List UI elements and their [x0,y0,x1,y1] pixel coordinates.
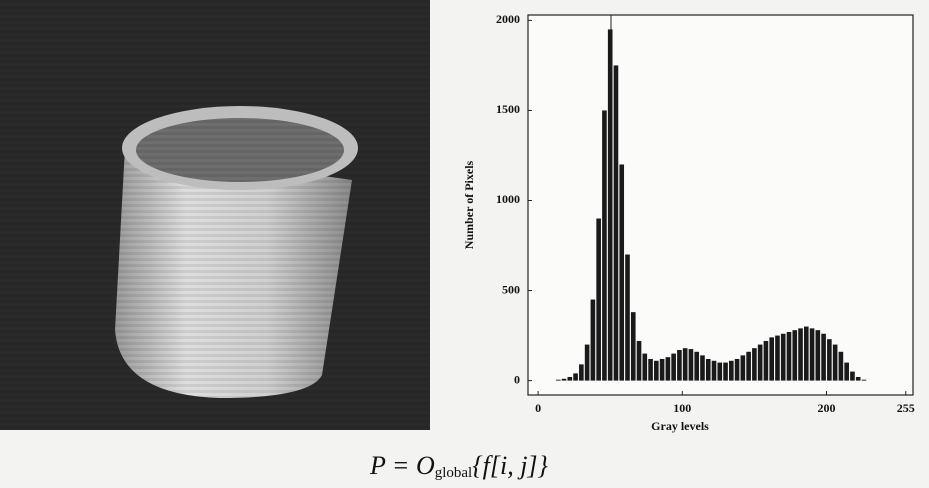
bar [671,353,676,381]
bar [780,333,786,381]
bar [561,378,567,381]
bar [740,355,746,381]
bar [827,339,832,381]
y-tick-label: 500 [502,282,520,296]
bar [711,360,717,381]
bar [700,355,705,381]
bar [786,331,792,381]
bar [844,362,849,381]
x-tick-label: 200 [817,401,835,415]
bar [596,218,601,381]
bar [815,330,821,381]
bar [798,328,803,381]
bar [757,344,763,381]
x-tick-label: 255 [897,401,915,415]
bar [723,362,728,381]
bar [579,364,584,381]
y-tick-label: 1500 [496,102,520,116]
bar [607,29,613,381]
bar [861,379,867,381]
formula-main: P = O [369,451,435,480]
plot-frame [527,14,914,396]
x-tick-label: 0 [535,401,541,415]
bar [752,348,757,381]
x-axis-label: Gray levels [651,419,709,433]
bar [648,358,653,381]
bar [555,379,561,381]
bar [688,349,694,381]
bar [642,353,648,381]
bar [694,351,700,381]
bar [838,351,844,381]
bar [850,371,855,381]
formula: P = Oglobal{f[i, j]} [369,451,549,481]
bar [821,333,826,381]
bar [729,360,734,381]
bar [769,337,774,381]
bar [619,164,625,381]
bar [746,351,751,381]
photo [0,0,430,430]
bar [705,358,711,381]
bar [630,312,636,381]
bar [613,65,619,381]
bar [763,340,769,381]
formula-subscript: global [435,465,473,481]
histogram: Gray levels Number of Pixels 05001000150… [462,12,915,433]
bar [809,328,815,381]
y-tick-label: 1000 [496,192,520,206]
bar [717,362,723,381]
bar [654,360,659,381]
bar [659,358,665,381]
bar [636,340,642,381]
y-tick-label: 0 [514,372,520,386]
bar [584,344,590,381]
bar [775,335,780,381]
bar [677,349,682,381]
bar [625,254,630,381]
y-tick-label: 2000 [496,12,520,26]
bar [832,344,838,381]
bar [573,373,578,381]
bar [602,110,607,381]
bar [682,348,688,381]
bar [665,357,671,381]
bar [792,330,798,381]
bar [567,376,573,381]
formula-argument: {f[i, j]} [472,451,548,480]
bar [803,326,809,381]
y-axis-label: Number of Pixels [462,160,476,249]
bar [590,299,596,381]
bar [855,376,861,381]
x-tick-label: 100 [673,401,691,415]
bar [734,358,740,381]
